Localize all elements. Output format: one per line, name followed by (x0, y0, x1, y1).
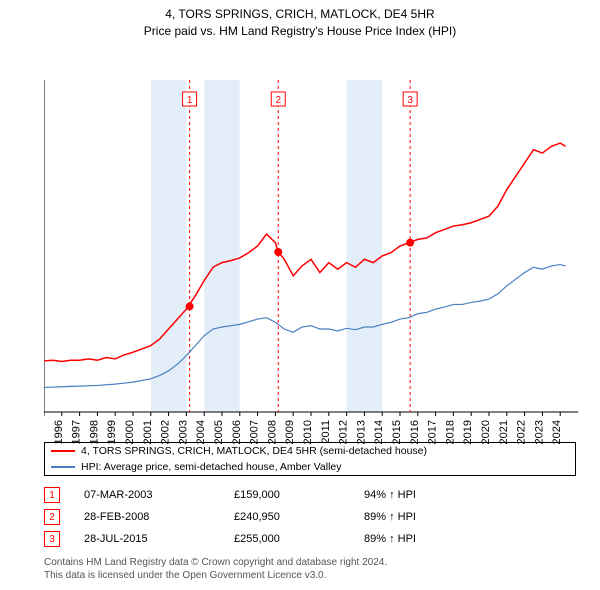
svg-text:2011: 2011 (320, 420, 332, 444)
transaction-ratio-2: 89% ↑ HPI (364, 511, 416, 523)
svg-text:2024: 2024 (551, 420, 563, 444)
title-line2: Price paid vs. HM Land Registry's House … (0, 23, 600, 40)
svg-text:2023: 2023 (533, 420, 545, 444)
svg-text:1: 1 (187, 95, 193, 106)
transaction-row: 1 07-MAR-2003 £159,000 94% ↑ HPI (44, 484, 574, 506)
transaction-row: 3 28-JUL-2015 £255,000 89% ↑ HPI (44, 528, 574, 550)
svg-text:2020: 2020 (480, 420, 492, 444)
svg-text:2012: 2012 (338, 420, 350, 444)
svg-text:2005: 2005 (213, 420, 225, 444)
transaction-date-2: 28-FEB-2008 (84, 511, 234, 523)
svg-text:2015: 2015 (391, 420, 403, 444)
svg-text:2013: 2013 (355, 420, 367, 444)
svg-text:1997: 1997 (71, 420, 83, 444)
transaction-ratio-3: 89% ↑ HPI (364, 533, 416, 545)
svg-text:2016: 2016 (409, 420, 421, 444)
legend-swatch-hpi (51, 466, 75, 468)
transaction-price-2: £240,950 (234, 511, 364, 523)
legend-label-price: 4, TORS SPRINGS, CRICH, MATLOCK, DE4 5HR… (81, 445, 427, 457)
chart-svg: £0£50K£100K£150K£200K£250K£300K£350K£400… (44, 80, 578, 480)
transaction-num-1: 1 (44, 487, 60, 503)
svg-text:2019: 2019 (462, 420, 474, 444)
svg-text:2007: 2007 (249, 420, 261, 444)
legend-label-hpi: HPI: Average price, semi-detached house,… (81, 461, 342, 473)
title-block: 4, TORS SPRINGS, CRICH, MATLOCK, DE4 5HR… (0, 0, 600, 40)
svg-text:2006: 2006 (231, 420, 243, 444)
transaction-num-2: 2 (44, 509, 60, 525)
svg-text:1998: 1998 (88, 420, 100, 444)
footer-line2: This data is licensed under the Open Gov… (44, 569, 387, 582)
svg-text:2008: 2008 (266, 420, 278, 444)
svg-text:1996: 1996 (53, 420, 65, 444)
svg-text:2009: 2009 (284, 420, 296, 444)
transaction-date-3: 28-JUL-2015 (84, 533, 234, 545)
svg-text:2004: 2004 (195, 420, 207, 444)
svg-text:2022: 2022 (516, 420, 528, 444)
svg-text:2003: 2003 (177, 420, 189, 444)
footer: Contains HM Land Registry data © Crown c… (44, 556, 387, 582)
svg-text:1999: 1999 (106, 420, 118, 444)
transaction-row: 2 28-FEB-2008 £240,950 89% ↑ HPI (44, 506, 574, 528)
legend: 4, TORS SPRINGS, CRICH, MATLOCK, DE4 5HR… (44, 442, 576, 476)
title-line1: 4, TORS SPRINGS, CRICH, MATLOCK, DE4 5HR (0, 6, 600, 23)
legend-row-price: 4, TORS SPRINGS, CRICH, MATLOCK, DE4 5HR… (45, 443, 575, 459)
transaction-num-3: 3 (44, 531, 60, 547)
svg-text:1995: 1995 (44, 420, 47, 444)
svg-text:3: 3 (407, 95, 413, 106)
transaction-price-1: £159,000 (234, 489, 364, 501)
transaction-date-1: 07-MAR-2003 (84, 489, 234, 501)
svg-text:2: 2 (275, 95, 281, 106)
svg-text:2017: 2017 (427, 420, 439, 444)
svg-text:2002: 2002 (160, 420, 172, 444)
svg-text:2014: 2014 (373, 420, 385, 444)
svg-text:2018: 2018 (444, 420, 456, 444)
svg-text:2000: 2000 (124, 420, 136, 444)
chart-area: £0£50K£100K£150K£200K£250K£300K£350K£400… (44, 80, 578, 440)
svg-text:2010: 2010 (302, 420, 314, 444)
footer-line1: Contains HM Land Registry data © Crown c… (44, 556, 387, 569)
svg-text:2001: 2001 (142, 420, 154, 444)
transaction-price-3: £255,000 (234, 533, 364, 545)
transaction-ratio-1: 94% ↑ HPI (364, 489, 416, 501)
legend-row-hpi: HPI: Average price, semi-detached house,… (45, 459, 575, 475)
svg-text:2021: 2021 (498, 420, 510, 444)
legend-swatch-price (51, 450, 75, 452)
transactions-table: 1 07-MAR-2003 £159,000 94% ↑ HPI 2 28-FE… (44, 484, 574, 550)
chart-container: 4, TORS SPRINGS, CRICH, MATLOCK, DE4 5HR… (0, 0, 600, 590)
